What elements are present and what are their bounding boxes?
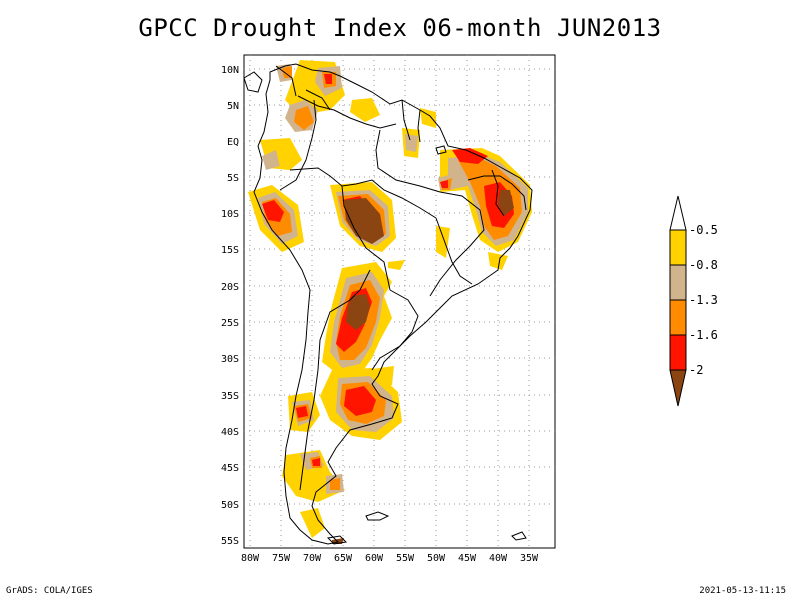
legend-label: -1.6 [689, 328, 718, 342]
lat-label: 5N [227, 101, 239, 112]
drought-shading [248, 60, 532, 544]
legend-label: -0.8 [689, 258, 718, 272]
lat-label: 35S [221, 391, 239, 402]
lon-label: 50W [427, 553, 446, 564]
lon-label: 65W [334, 553, 353, 564]
footer-timestamp: 2021-05-13-11:15 [699, 586, 786, 596]
coastlines-borders [243, 63, 533, 545]
lat-label: 40S [221, 427, 239, 438]
lon-label: 75W [272, 553, 291, 564]
lat-label: 55S [221, 536, 239, 547]
lon-label: 60W [365, 553, 384, 564]
islands [326, 145, 527, 545]
legend-swatch-tan [669, 264, 687, 301]
legend-label: -1.3 [689, 293, 718, 307]
legend-swatch-orange [669, 299, 687, 336]
lon-label: 35W [520, 553, 539, 564]
lat-label: 45S [221, 463, 239, 474]
legend-bottom-arrow [669, 369, 687, 407]
lat-label: 20S [221, 282, 239, 293]
lat-label: 50S [221, 500, 239, 511]
lat-label: 15S [221, 245, 239, 256]
lat-label: 25S [221, 318, 239, 329]
legend-colorbar: -0.5 -0.8 -1.3 -1.6 -2 [669, 195, 718, 407]
lon-label: 80W [241, 553, 260, 564]
legend-top-arrow [669, 195, 687, 231]
lat-label: 5S [227, 173, 239, 184]
lat-label: 30S [221, 354, 239, 365]
lat-label: EQ [227, 137, 239, 148]
legend-label: -2 [689, 363, 703, 377]
chart-title: GPCC Drought Index 06-month JUN2013 [138, 14, 662, 42]
footer-credit: GrADS: COLA/IGES [6, 586, 93, 596]
lat-label: 10S [221, 209, 239, 220]
lat-label: 10N [221, 65, 239, 76]
legend-swatch-light [669, 229, 687, 266]
lon-labels: 80W 75W 70W 65W 60W 55W 50W 45W 40W 35W [241, 553, 539, 564]
legend-swatch-red [669, 334, 687, 371]
lon-label: 45W [458, 553, 477, 564]
lon-label: 70W [303, 553, 322, 564]
lat-labels: 10N 5N EQ 5S 10S 15S 20S 25S 30S 35S 40S… [221, 65, 239, 547]
legend-label: -0.5 [689, 223, 718, 237]
lon-label: 40W [489, 553, 508, 564]
lon-label: 55W [396, 553, 415, 564]
